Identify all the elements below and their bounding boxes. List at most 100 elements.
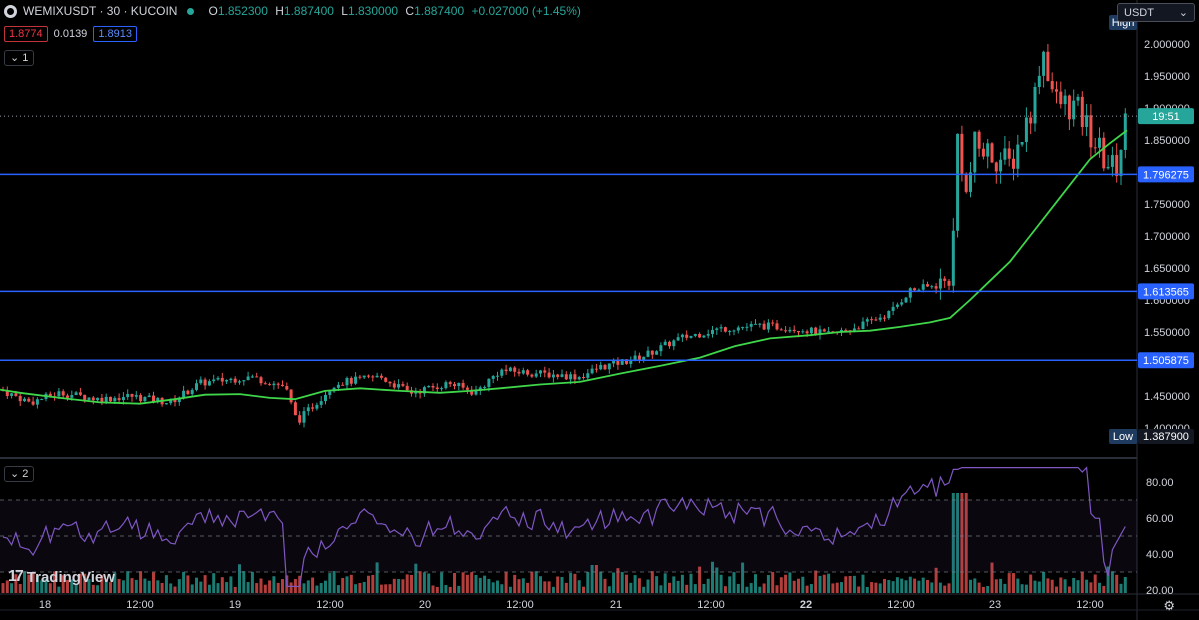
volume-bar xyxy=(1042,571,1046,593)
candle xyxy=(83,394,87,400)
volume-bar xyxy=(947,583,951,593)
candle xyxy=(556,374,560,377)
candle xyxy=(960,133,964,174)
candle xyxy=(878,317,882,320)
volume-bar xyxy=(788,572,792,593)
time-tick-label: 12:00 xyxy=(887,599,915,611)
volume-bar xyxy=(990,562,994,593)
ask-button[interactable]: 1.8913 xyxy=(93,26,137,42)
bid-ask-row: 1.8774 0.0139 1.8913 xyxy=(4,26,137,42)
volume-bar xyxy=(719,574,723,593)
volume-bar xyxy=(487,578,491,593)
candle xyxy=(268,384,272,386)
market-status-icon xyxy=(187,7,195,15)
candle xyxy=(57,391,61,397)
candle xyxy=(1076,96,1080,101)
rsi-line xyxy=(2,466,1126,588)
volume-bar xyxy=(723,586,727,593)
volume-bar xyxy=(216,583,220,593)
volume-bar xyxy=(556,576,560,593)
candle xyxy=(263,383,267,385)
volume-bar xyxy=(362,581,366,593)
volume-bar xyxy=(143,578,147,593)
candle xyxy=(642,356,646,361)
volume-bar xyxy=(693,584,697,593)
volume-bar xyxy=(83,573,87,593)
candle xyxy=(104,396,108,403)
volume-bar xyxy=(663,573,667,593)
volume-bar xyxy=(199,581,203,593)
volume-bar xyxy=(728,576,732,593)
volume-bar xyxy=(625,574,628,593)
candle xyxy=(758,323,762,325)
volume-bar xyxy=(539,576,542,593)
candle xyxy=(629,360,633,364)
volume-bar xyxy=(745,586,749,593)
settings-gear-icon[interactable]: ⚙ xyxy=(1163,598,1175,613)
volume-bar xyxy=(689,573,693,593)
volume-bar xyxy=(457,585,461,593)
candle xyxy=(969,172,972,192)
candle xyxy=(130,394,134,397)
candle xyxy=(508,367,512,372)
volume-bar xyxy=(392,578,396,593)
main-pane-indicators-toggle[interactable]: ⌄ 1 xyxy=(4,50,35,66)
candle xyxy=(272,383,276,386)
volume-bar xyxy=(797,578,800,593)
candle xyxy=(633,355,637,361)
candle xyxy=(444,382,448,389)
volume-bar xyxy=(379,584,383,593)
candle xyxy=(513,367,517,372)
candle xyxy=(723,327,727,332)
price-tick-label: 1.850000 xyxy=(1144,135,1190,147)
volume-bar xyxy=(268,580,272,593)
volume-bar xyxy=(586,572,590,593)
candle xyxy=(483,386,487,388)
candle xyxy=(203,379,207,386)
candle xyxy=(487,378,491,387)
candle xyxy=(526,370,530,375)
volume-bar xyxy=(547,581,551,593)
candle xyxy=(818,329,822,335)
volume-bar xyxy=(633,575,637,593)
volume-bar xyxy=(147,580,151,593)
volume-bar xyxy=(973,578,977,593)
bid-button[interactable]: 1.8774 xyxy=(4,26,48,42)
candle xyxy=(706,334,710,336)
candle xyxy=(293,402,297,416)
candle xyxy=(612,360,616,364)
time-tick-label: 12:00 xyxy=(316,599,344,611)
candle xyxy=(702,335,706,338)
candle xyxy=(379,375,383,378)
candle xyxy=(977,131,981,149)
candle xyxy=(917,289,921,291)
volume-bar xyxy=(766,575,770,593)
volume-bar xyxy=(870,582,874,593)
volume-bar xyxy=(582,586,585,593)
tradingview-wordmark: TradingView xyxy=(26,568,115,586)
volume-bar xyxy=(960,493,964,593)
volume-bar xyxy=(40,580,44,593)
rsi-pane-indicators-toggle[interactable]: ⌄ 2 xyxy=(4,466,35,482)
tradingview-logo[interactable]: 17 TradingView xyxy=(8,568,115,586)
volume-bar xyxy=(302,583,306,593)
time-tick-label: 19 xyxy=(229,599,241,611)
candle xyxy=(934,286,938,289)
candle xyxy=(1016,144,1020,169)
time-tick-label: 23 xyxy=(989,599,1001,611)
volume-bar xyxy=(943,585,947,593)
candle xyxy=(61,391,65,396)
volume-bar xyxy=(956,493,960,593)
volume-bar xyxy=(1085,579,1089,593)
volume-bar xyxy=(87,579,91,593)
volume-bar xyxy=(526,582,530,593)
volume-bar xyxy=(930,582,934,593)
currency-select[interactable]: USDT ⌄ xyxy=(1117,3,1195,22)
current-price-tag xyxy=(1138,108,1194,125)
low-value: 1.830000 xyxy=(347,4,399,18)
symbol-title[interactable]: WEMIXUSDT · 30 · KUCOIN xyxy=(23,4,178,18)
volume-bar xyxy=(1115,574,1119,593)
volume-bar xyxy=(233,586,237,593)
volume-bar xyxy=(246,582,250,593)
